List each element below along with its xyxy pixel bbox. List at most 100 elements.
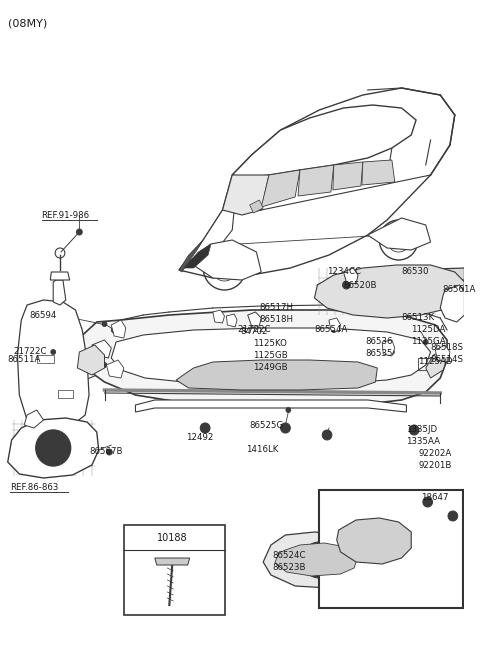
Circle shape — [254, 362, 278, 386]
Text: 1125GB: 1125GB — [253, 352, 288, 361]
Polygon shape — [314, 265, 465, 318]
Bar — [58, 390, 72, 398]
Text: 86561A: 86561A — [442, 285, 476, 295]
Text: 86523B: 86523B — [273, 562, 306, 571]
Polygon shape — [248, 312, 261, 326]
Bar — [319, 490, 463, 608]
Circle shape — [111, 327, 117, 333]
Circle shape — [36, 430, 71, 466]
Circle shape — [409, 425, 419, 435]
Polygon shape — [135, 400, 407, 412]
Polygon shape — [17, 300, 89, 430]
Text: 86524C: 86524C — [273, 550, 306, 560]
Text: 86535: 86535 — [366, 350, 393, 358]
Text: 86518S: 86518S — [431, 344, 464, 352]
Polygon shape — [368, 218, 431, 250]
Polygon shape — [329, 318, 341, 332]
Text: REF.91-986: REF.91-986 — [42, 211, 90, 220]
Bar — [418, 358, 435, 370]
Polygon shape — [24, 410, 44, 428]
Polygon shape — [263, 532, 377, 588]
Circle shape — [389, 350, 394, 354]
Circle shape — [102, 321, 107, 327]
Text: 92202A: 92202A — [418, 449, 451, 459]
Polygon shape — [179, 88, 455, 278]
Text: 86511A: 86511A — [8, 356, 41, 365]
Polygon shape — [227, 314, 237, 327]
Circle shape — [331, 327, 336, 333]
Polygon shape — [176, 360, 377, 390]
Polygon shape — [179, 240, 203, 272]
Bar — [124, 525, 226, 615]
Polygon shape — [333, 162, 363, 190]
Text: 10188: 10188 — [157, 533, 188, 543]
Circle shape — [448, 511, 457, 521]
Circle shape — [423, 497, 432, 507]
Circle shape — [343, 281, 350, 289]
Polygon shape — [223, 175, 269, 215]
Polygon shape — [189, 240, 261, 280]
Text: 1125KO: 1125KO — [253, 340, 288, 348]
Polygon shape — [362, 160, 395, 185]
Polygon shape — [344, 268, 358, 284]
Polygon shape — [184, 244, 211, 268]
Circle shape — [322, 430, 332, 440]
Polygon shape — [382, 340, 395, 356]
Text: 86518H: 86518H — [259, 316, 293, 325]
Polygon shape — [53, 280, 66, 305]
Text: 1125GA: 1125GA — [411, 337, 446, 346]
Bar — [37, 355, 54, 363]
Text: 1335AA: 1335AA — [407, 438, 440, 447]
Text: 86514S: 86514S — [431, 356, 464, 365]
Circle shape — [102, 363, 107, 367]
Polygon shape — [77, 345, 105, 375]
Text: 1249GB: 1249GB — [253, 363, 288, 373]
Polygon shape — [107, 360, 124, 378]
Text: 1125AD: 1125AD — [418, 358, 453, 367]
Polygon shape — [75, 310, 447, 407]
Circle shape — [302, 542, 337, 578]
Text: 92201B: 92201B — [418, 462, 451, 470]
Text: 84702: 84702 — [240, 327, 267, 337]
Circle shape — [251, 316, 256, 321]
Text: 1234CC: 1234CC — [327, 268, 361, 276]
Polygon shape — [440, 285, 465, 322]
Text: 86530: 86530 — [402, 268, 429, 276]
Polygon shape — [261, 170, 300, 207]
Text: 86536: 86536 — [366, 337, 393, 346]
Circle shape — [51, 350, 56, 354]
Text: 86594: 86594 — [29, 312, 57, 321]
Polygon shape — [435, 345, 450, 362]
Circle shape — [200, 423, 210, 433]
Polygon shape — [92, 340, 111, 358]
Text: 12492: 12492 — [186, 434, 213, 443]
Circle shape — [423, 340, 428, 344]
Text: 18647: 18647 — [421, 493, 448, 502]
Polygon shape — [111, 320, 126, 338]
Polygon shape — [426, 352, 447, 378]
Text: REF.86-863: REF.86-863 — [10, 483, 58, 493]
Text: 86554A: 86554A — [314, 325, 348, 335]
Text: 86567B: 86567B — [89, 447, 122, 457]
Text: 86517H: 86517H — [259, 304, 293, 312]
Text: 1416LK: 1416LK — [246, 445, 278, 455]
Polygon shape — [250, 200, 263, 213]
Text: 21722C: 21722C — [237, 325, 271, 335]
Polygon shape — [8, 418, 99, 478]
Text: 21722C: 21722C — [13, 348, 47, 356]
Circle shape — [281, 423, 290, 433]
Text: 86520B: 86520B — [344, 281, 377, 291]
Polygon shape — [155, 558, 190, 565]
Polygon shape — [50, 272, 70, 280]
Circle shape — [76, 229, 82, 235]
Circle shape — [107, 449, 112, 455]
Polygon shape — [337, 518, 411, 564]
Text: 86525G: 86525G — [250, 420, 284, 430]
Text: 86513K: 86513K — [402, 314, 435, 323]
Polygon shape — [213, 310, 225, 323]
Polygon shape — [317, 268, 465, 298]
Text: (08MY): (08MY) — [8, 18, 47, 28]
Polygon shape — [232, 105, 416, 178]
Text: 1335JD: 1335JD — [407, 426, 437, 434]
Polygon shape — [275, 543, 358, 576]
